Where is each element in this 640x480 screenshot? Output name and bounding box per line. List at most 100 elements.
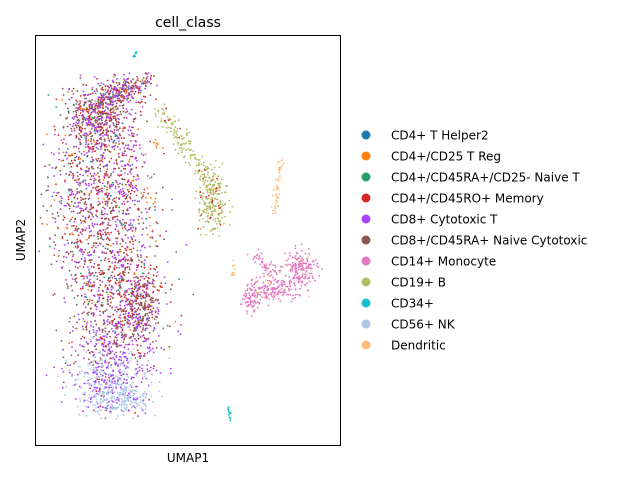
scatter-point (97, 406, 100, 409)
scatter-point (122, 190, 125, 193)
scatter-point (296, 272, 299, 275)
scatter-point (101, 217, 104, 220)
scatter-point (137, 128, 139, 131)
scatter-point (106, 202, 109, 205)
scatter-point (129, 263, 132, 266)
scatter-point (127, 87, 130, 89)
scatter-point (77, 313, 80, 316)
scatter-point (96, 107, 99, 110)
scatter-point (124, 310, 127, 313)
scatter-point (144, 375, 147, 378)
legend-label: CD4+ T Helper2 (391, 129, 489, 143)
scatter-point (86, 406, 88, 409)
scatter-point (303, 277, 305, 280)
scatter-point (109, 391, 112, 394)
scatter-point (294, 263, 297, 266)
scatter-point (214, 204, 217, 207)
scatter-point (142, 275, 144, 278)
scatter-point (168, 346, 171, 348)
scatter-point (120, 310, 123, 313)
scatter-point (123, 370, 125, 373)
scatter-point (217, 220, 220, 222)
scatter-point (107, 303, 110, 305)
scatter-point (210, 198, 213, 201)
scatter-point (88, 105, 91, 108)
scatter-point (104, 96, 107, 99)
scatter-point (221, 203, 223, 206)
scatter-point (257, 258, 260, 260)
scatter-point (105, 381, 108, 384)
scatter-point (115, 417, 118, 420)
scatter-point (142, 324, 145, 327)
scatter-point (100, 154, 102, 157)
scatter-point (152, 274, 155, 276)
scatter-point (298, 275, 301, 278)
scatter-point (127, 322, 130, 325)
scatter-point (142, 194, 145, 196)
scatter-point (68, 207, 71, 210)
scatter-point (88, 251, 91, 253)
scatter-point (121, 87, 124, 89)
scatter-point (244, 295, 247, 298)
scatter-point (51, 167, 54, 169)
scatter-point (112, 313, 114, 316)
scatter-point (76, 245, 79, 248)
scatter-point (271, 209, 274, 212)
scatter-point (208, 201, 211, 204)
scatter-point (249, 304, 252, 306)
scatter-point (124, 365, 127, 367)
scatter-point (90, 324, 92, 327)
scatter-point (101, 116, 104, 119)
scatter-point (47, 185, 50, 188)
scatter-point (161, 395, 163, 398)
scatter-point (111, 216, 114, 219)
scatter-point (84, 221, 87, 223)
scatter-point (42, 143, 45, 146)
scatter-point (120, 344, 122, 347)
scatter-point (149, 225, 151, 227)
scatter-point (95, 390, 98, 393)
scatter-point (114, 264, 116, 267)
scatter-point (151, 347, 154, 350)
scatter-point (90, 132, 92, 134)
scatter-point (106, 186, 108, 189)
scatter-point (272, 264, 274, 266)
scatter-point (152, 290, 155, 293)
scatter-point (183, 142, 185, 145)
scatter-point (81, 275, 84, 277)
scatter-point (64, 154, 67, 157)
scatter-point (112, 330, 114, 333)
scatter-point (114, 360, 116, 363)
scatter-point (114, 94, 116, 97)
scatter-point (243, 294, 246, 296)
scatter-point (212, 172, 215, 175)
scatter-point (117, 415, 119, 417)
scatter-point (99, 269, 102, 272)
scatter-point (100, 398, 103, 400)
scatter-point (94, 319, 97, 322)
scatter-point (91, 377, 94, 380)
scatter-point (137, 287, 140, 289)
scatter-point (201, 209, 204, 212)
scatter-point (256, 280, 259, 283)
scatter-point (263, 285, 265, 288)
scatter-point (95, 246, 97, 249)
scatter-point (122, 278, 124, 280)
scatter-point (88, 332, 91, 335)
scatter-point (205, 186, 208, 189)
scatter-point (84, 218, 87, 221)
scatter-point (185, 128, 188, 131)
scatter-point (138, 200, 141, 202)
scatter-point (78, 156, 80, 159)
scatter-point (123, 410, 125, 413)
scatter-point (106, 103, 109, 105)
scatter-point (120, 191, 123, 193)
scatter-point (155, 298, 157, 301)
scatter-point (221, 162, 224, 165)
scatter-point (149, 268, 152, 270)
scatter-point (125, 193, 127, 196)
scatter-point (68, 87, 71, 90)
scatter-point (82, 90, 85, 93)
scatter-point (145, 288, 148, 290)
scatter-point (66, 202, 69, 205)
